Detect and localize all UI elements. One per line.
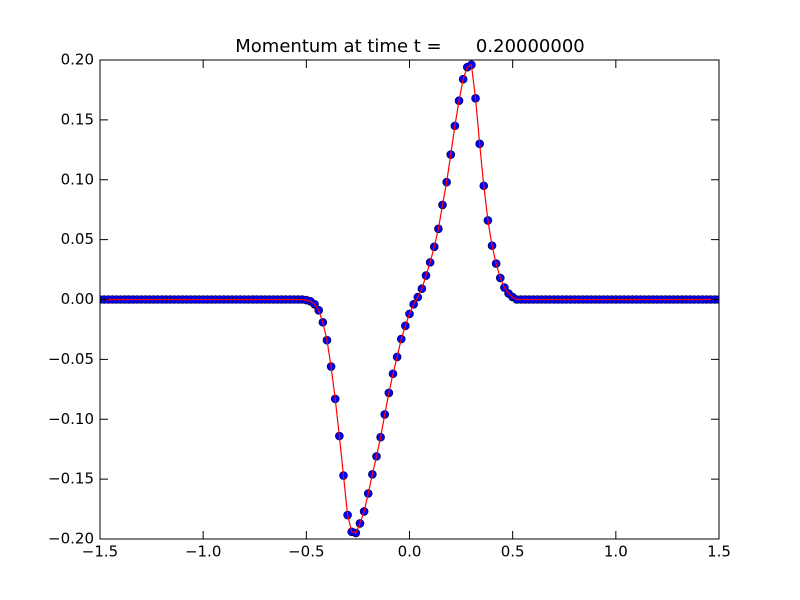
x-tick-label: 1.0 bbox=[604, 543, 628, 561]
y-tick-label: 0.15 bbox=[61, 110, 94, 128]
x-tick-label: −1.5 bbox=[82, 543, 118, 561]
chart-title: Momentum at time t = 0.20000000 bbox=[235, 36, 584, 57]
y-tick-label: −0.15 bbox=[48, 470, 94, 488]
y-tick-label: 0.05 bbox=[61, 230, 94, 248]
x-tick-label: 0.5 bbox=[501, 543, 525, 561]
y-tick-label: 0.10 bbox=[61, 170, 94, 188]
y-tick-label: −0.10 bbox=[48, 410, 94, 428]
x-tick-label: 0.0 bbox=[398, 543, 422, 561]
y-tick-label: −0.20 bbox=[48, 530, 94, 548]
y-tick-label: 0.00 bbox=[61, 290, 94, 308]
x-tick-label: −1.0 bbox=[185, 543, 221, 561]
y-tick-label: −0.05 bbox=[48, 350, 94, 368]
y-tick-label: 0.20 bbox=[61, 51, 94, 69]
x-tick-label: −0.5 bbox=[288, 543, 324, 561]
data-line bbox=[100, 63, 719, 534]
x-tick-label: 1.5 bbox=[707, 543, 731, 561]
plot-area bbox=[100, 60, 719, 538]
